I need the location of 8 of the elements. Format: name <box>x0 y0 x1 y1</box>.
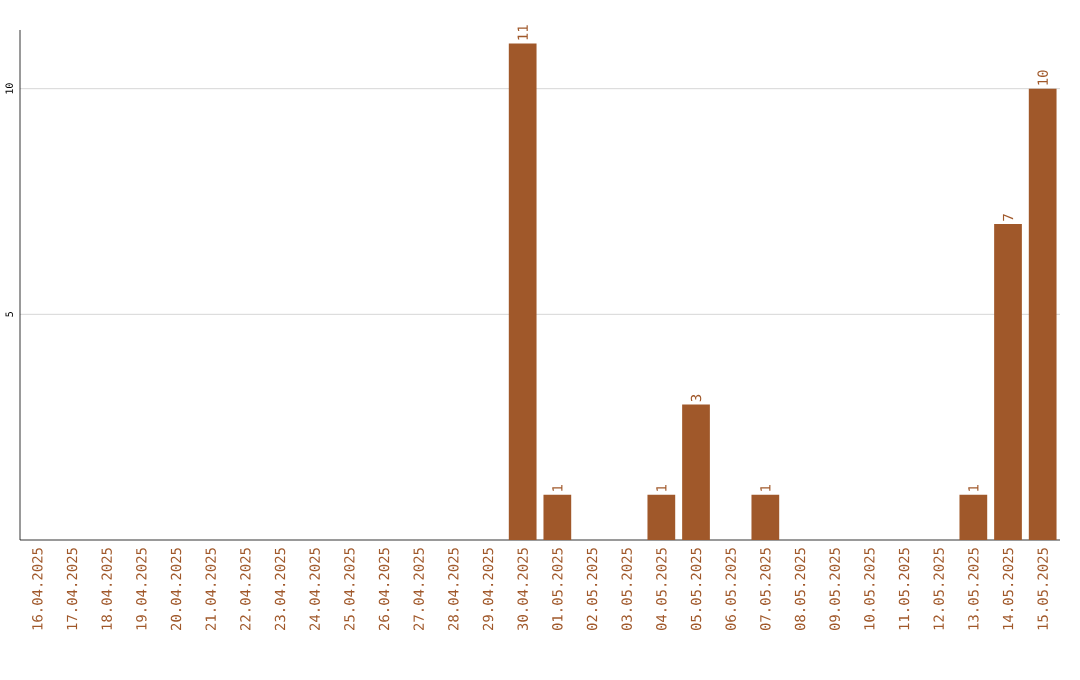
bar <box>647 494 676 540</box>
bar <box>508 43 537 540</box>
bar <box>543 494 572 540</box>
bar <box>959 494 988 540</box>
bar <box>682 404 710 540</box>
bar <box>1028 88 1057 540</box>
bar <box>994 224 1022 540</box>
bar <box>751 494 780 540</box>
